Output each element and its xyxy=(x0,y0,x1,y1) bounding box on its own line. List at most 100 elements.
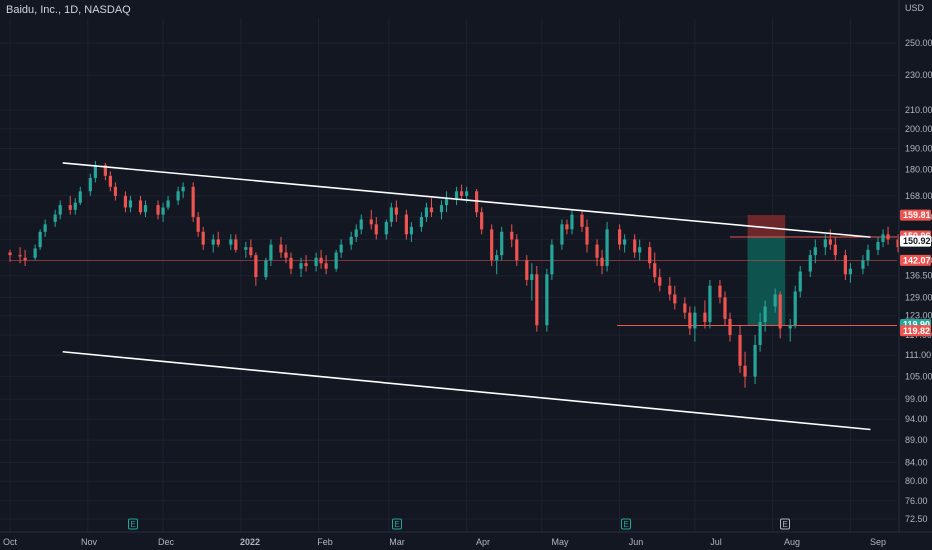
candle[interactable] xyxy=(778,291,782,339)
candle[interactable] xyxy=(459,184,464,201)
candle[interactable] xyxy=(580,209,584,232)
candle[interactable] xyxy=(673,285,677,310)
candle[interactable] xyxy=(808,249,812,278)
candle[interactable] xyxy=(560,219,564,250)
candle[interactable] xyxy=(249,239,253,258)
candle[interactable] xyxy=(763,300,767,332)
candle[interactable] xyxy=(93,160,97,183)
candle[interactable] xyxy=(444,191,449,213)
candle[interactable] xyxy=(688,306,692,335)
candle[interactable] xyxy=(623,234,627,253)
candle[interactable] xyxy=(166,195,170,210)
candle[interactable] xyxy=(108,171,112,192)
candle[interactable] xyxy=(633,234,637,258)
candle[interactable] xyxy=(216,231,220,248)
candle[interactable] xyxy=(191,182,195,222)
candle[interactable] xyxy=(585,219,589,253)
candle[interactable] xyxy=(143,200,148,218)
candle[interactable] xyxy=(570,209,574,235)
candle[interactable] xyxy=(181,182,185,199)
candle[interactable] xyxy=(279,236,283,258)
candle[interactable] xyxy=(595,239,599,266)
candle[interactable] xyxy=(354,224,358,242)
candle[interactable] xyxy=(374,217,378,240)
candle[interactable] xyxy=(156,200,160,220)
candle[interactable] xyxy=(78,186,82,206)
candle[interactable] xyxy=(128,195,133,213)
candle[interactable] xyxy=(703,300,707,329)
candle[interactable] xyxy=(138,195,143,215)
candle[interactable] xyxy=(823,234,827,256)
candle[interactable] xyxy=(886,226,890,245)
candle[interactable] xyxy=(896,234,900,253)
candle[interactable] xyxy=(161,202,165,222)
candle[interactable] xyxy=(314,252,318,272)
candle[interactable] xyxy=(743,351,747,388)
candle[interactable] xyxy=(545,268,549,332)
price-axis-panel[interactable] xyxy=(899,0,932,550)
candle[interactable] xyxy=(600,249,604,275)
candle[interactable] xyxy=(389,202,393,227)
candle[interactable] xyxy=(495,249,499,275)
candle[interactable] xyxy=(793,285,797,329)
candle[interactable] xyxy=(58,200,62,220)
candle[interactable] xyxy=(113,182,117,201)
candle[interactable] xyxy=(201,226,205,250)
candle[interactable] xyxy=(843,249,847,280)
candle[interactable] xyxy=(535,265,539,332)
candle[interactable] xyxy=(833,236,837,261)
candle[interactable] xyxy=(881,229,885,248)
candle[interactable] xyxy=(394,200,398,222)
candle[interactable] xyxy=(480,207,484,235)
candle[interactable] xyxy=(254,252,258,286)
candle[interactable] xyxy=(244,241,248,258)
candle[interactable] xyxy=(653,252,657,283)
candle[interactable] xyxy=(176,186,180,206)
candle[interactable] xyxy=(33,244,37,261)
candle[interactable] xyxy=(708,279,712,329)
candle[interactable] xyxy=(73,198,77,215)
candle[interactable] xyxy=(53,209,57,227)
candle[interactable] xyxy=(618,224,622,250)
candle[interactable] xyxy=(530,263,534,301)
candle[interactable] xyxy=(404,209,408,240)
candle[interactable] xyxy=(369,209,373,230)
candle[interactable] xyxy=(866,244,870,266)
candle[interactable] xyxy=(728,312,732,342)
candle[interactable] xyxy=(439,200,444,220)
candle[interactable] xyxy=(123,191,128,213)
candle[interactable] xyxy=(605,221,609,272)
candle[interactable] xyxy=(196,212,200,237)
candle[interactable] xyxy=(718,279,722,304)
candle[interactable] xyxy=(683,297,687,319)
candle[interactable] xyxy=(648,241,652,269)
candle[interactable] xyxy=(773,288,777,313)
candle[interactable] xyxy=(384,219,388,240)
earnings-marker[interactable]: E xyxy=(621,518,631,530)
candle[interactable] xyxy=(299,257,303,278)
candle[interactable] xyxy=(103,162,107,181)
earnings-marker[interactable]: E xyxy=(780,518,790,530)
candle[interactable] xyxy=(454,186,459,206)
candle[interactable] xyxy=(284,244,288,264)
candle[interactable] xyxy=(229,234,233,250)
candle[interactable] xyxy=(813,239,817,264)
candle[interactable] xyxy=(349,231,353,250)
candle[interactable] xyxy=(658,268,662,292)
candle[interactable] xyxy=(490,224,494,266)
candle[interactable] xyxy=(211,234,215,253)
candle[interactable] xyxy=(264,257,268,280)
candle[interactable] xyxy=(88,173,92,196)
candle[interactable] xyxy=(738,325,742,373)
candle[interactable] xyxy=(638,239,642,261)
candle[interactable] xyxy=(38,229,42,250)
candle[interactable] xyxy=(339,239,343,258)
stop-loss-zone[interactable] xyxy=(747,215,786,237)
candle[interactable] xyxy=(788,318,792,342)
candle[interactable] xyxy=(753,334,757,384)
candle[interactable] xyxy=(500,226,504,261)
candle[interactable] xyxy=(18,247,22,264)
candle[interactable] xyxy=(510,224,514,248)
candle[interactable] xyxy=(409,221,414,242)
